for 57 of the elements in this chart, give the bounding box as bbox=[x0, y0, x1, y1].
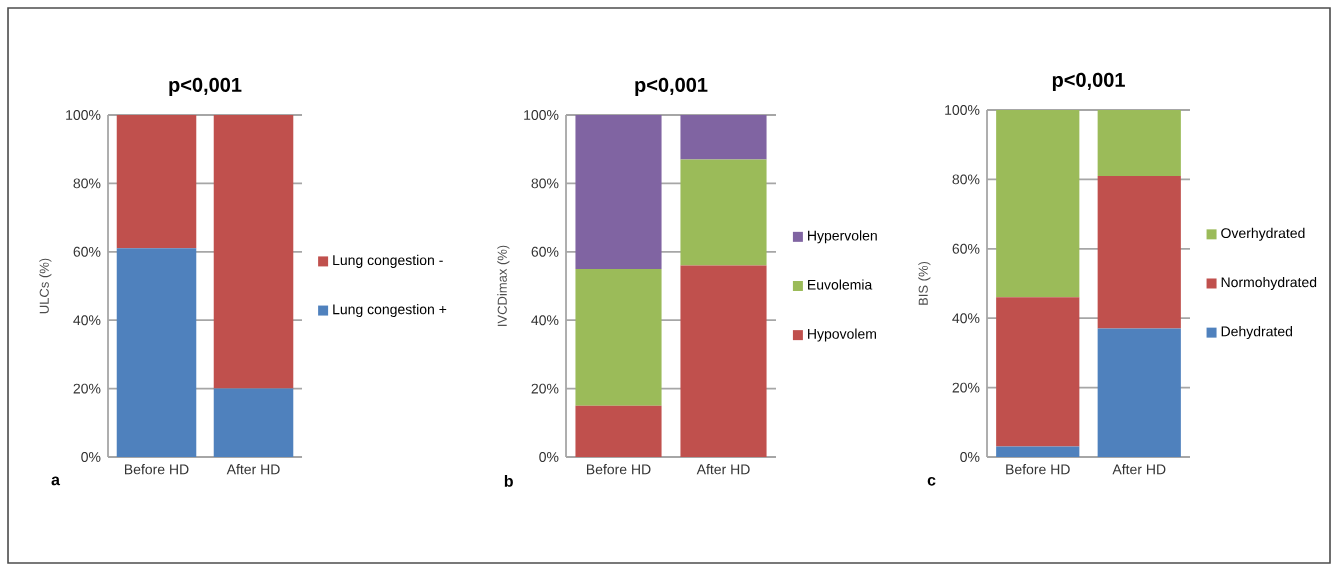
bar bbox=[116, 114, 197, 249]
legend-label: Hypovolem bbox=[808, 328, 876, 342]
legend-label: Lung congestion - bbox=[333, 254, 443, 268]
bar bbox=[680, 114, 767, 160]
legend-label: Normohydrated bbox=[1221, 276, 1317, 290]
y-tick-label: 0% bbox=[960, 452, 980, 462]
x-tick-label: Before HD bbox=[586, 464, 651, 475]
chart-title: p<0,001 bbox=[635, 77, 708, 96]
y-tick-label: 100% bbox=[524, 110, 559, 120]
bar bbox=[213, 388, 294, 457]
x-tick-label: After HD bbox=[1112, 464, 1166, 475]
x-tick-label: Before HD bbox=[124, 464, 189, 475]
bar bbox=[1097, 328, 1181, 457]
y-tick-label: 80% bbox=[952, 174, 980, 185]
legend-label: Overhydrated bbox=[1221, 227, 1305, 241]
bar bbox=[575, 268, 662, 406]
bar bbox=[996, 109, 1080, 298]
bar bbox=[680, 159, 767, 266]
y-axis-title: ULCs (%) bbox=[39, 258, 52, 314]
legend-label: Lung congestion + bbox=[333, 304, 447, 318]
chart-title: p<0,001 bbox=[169, 77, 242, 96]
y-axis-title: IVCDimax (%) bbox=[497, 245, 510, 326]
y-tick-label: 0% bbox=[81, 452, 101, 462]
bar bbox=[213, 114, 294, 389]
x-tick-label: After HD bbox=[696, 464, 750, 475]
y-tick-label: 60% bbox=[531, 246, 559, 257]
text: c bbox=[927, 476, 936, 486]
bar bbox=[996, 297, 1080, 447]
y-tick-label: 100% bbox=[66, 110, 101, 120]
x-tick-label: Before HD bbox=[1006, 464, 1070, 475]
bar bbox=[680, 265, 767, 457]
y-tick-label: 40% bbox=[73, 315, 101, 326]
y-tick-label: 20% bbox=[73, 383, 101, 394]
y-tick-label: 100% bbox=[945, 105, 980, 115]
y-tick-label: 60% bbox=[952, 243, 980, 254]
y-tick-label: 20% bbox=[531, 383, 559, 394]
y-tick-label: 80% bbox=[73, 178, 101, 189]
text: b bbox=[504, 475, 513, 487]
y-tick-label: 40% bbox=[952, 313, 980, 324]
legend-label: Dehydrated bbox=[1221, 326, 1292, 340]
chart-title: p<0,001 bbox=[1052, 72, 1125, 91]
legend-label: Hypervolen bbox=[808, 230, 877, 244]
y-tick-label: 40% bbox=[531, 315, 559, 326]
y-tick-label: 60% bbox=[73, 246, 101, 257]
legend-label: Euvolemia bbox=[808, 279, 873, 290]
bar bbox=[575, 114, 662, 269]
y-axis-title: BIS (%) bbox=[918, 261, 931, 305]
bar bbox=[1097, 175, 1181, 329]
y-tick-label: 0% bbox=[539, 452, 559, 462]
bar bbox=[1097, 109, 1181, 176]
bar bbox=[996, 446, 1080, 457]
bar bbox=[575, 405, 662, 457]
y-tick-label: 20% bbox=[952, 382, 980, 393]
y-tick-label: 80% bbox=[531, 178, 559, 189]
text: a bbox=[51, 476, 61, 486]
x-tick-label: After HD bbox=[226, 464, 280, 475]
bar bbox=[116, 248, 197, 457]
